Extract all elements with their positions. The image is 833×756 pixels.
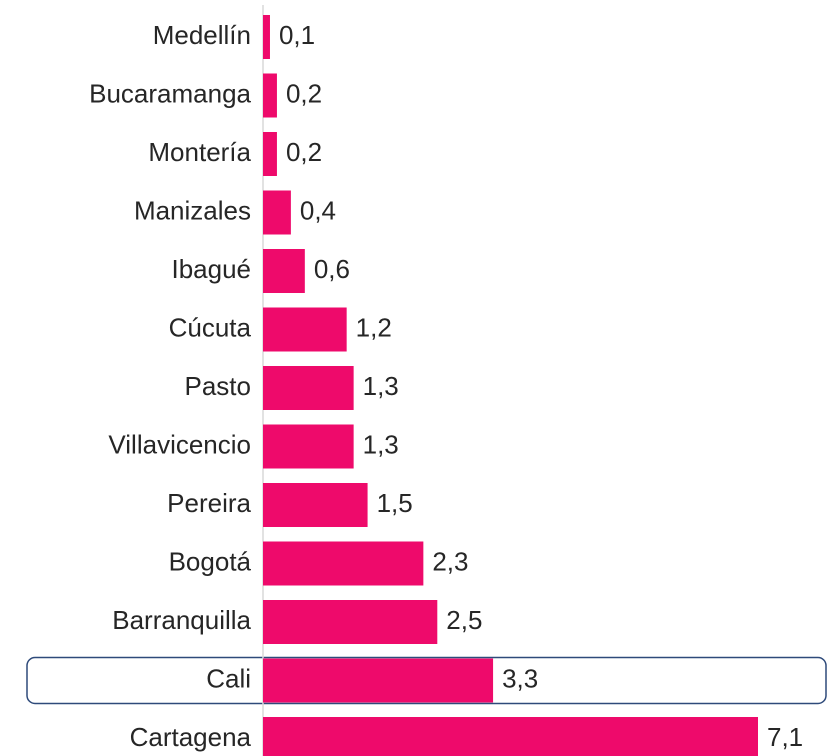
bar xyxy=(263,15,270,59)
value-label: 1,2 xyxy=(356,312,392,342)
value-label: 0,6 xyxy=(314,254,350,284)
bar xyxy=(263,483,368,527)
value-label: 0,4 xyxy=(300,195,336,225)
y-tick-label: Montería xyxy=(148,137,251,167)
bar xyxy=(263,366,354,410)
bar xyxy=(263,73,277,118)
bar xyxy=(263,717,758,756)
value-label: 3,3 xyxy=(502,663,538,693)
value-label: 7,1 xyxy=(767,722,803,752)
bar xyxy=(263,190,291,235)
bar xyxy=(263,132,277,176)
value-label: 1,3 xyxy=(363,371,399,401)
y-tick-label: Bucaramanga xyxy=(89,78,251,108)
bar xyxy=(263,307,347,352)
bar xyxy=(263,600,438,644)
y-tick-label: Villavicencio xyxy=(108,429,251,459)
value-label: 0,2 xyxy=(286,137,322,167)
bar xyxy=(263,658,494,703)
y-tick-label: Barranquilla xyxy=(112,605,251,635)
value-label: 2,3 xyxy=(432,546,468,576)
value-label: 2,5 xyxy=(446,605,482,635)
value-label: 0,1 xyxy=(279,20,315,50)
bar xyxy=(263,424,354,469)
y-tick-label: Bogotá xyxy=(169,546,252,576)
bar xyxy=(263,541,424,586)
value-label: 1,5 xyxy=(377,488,413,518)
y-tick-label: Medellín xyxy=(153,20,251,50)
y-tick-label: Cartagena xyxy=(130,722,252,752)
y-tick-label: Cali xyxy=(206,663,251,693)
value-label: 0,2 xyxy=(286,78,322,108)
y-tick-label: Cúcuta xyxy=(169,312,252,342)
value-label: 1,3 xyxy=(363,429,399,459)
y-tick-label: Pereira xyxy=(167,488,251,518)
highlight-box xyxy=(26,656,827,705)
y-tick-label: Pasto xyxy=(185,371,252,401)
y-tick-label: Manizales xyxy=(134,195,251,225)
bar xyxy=(263,249,305,293)
y-tick-label: Ibagué xyxy=(171,254,251,284)
